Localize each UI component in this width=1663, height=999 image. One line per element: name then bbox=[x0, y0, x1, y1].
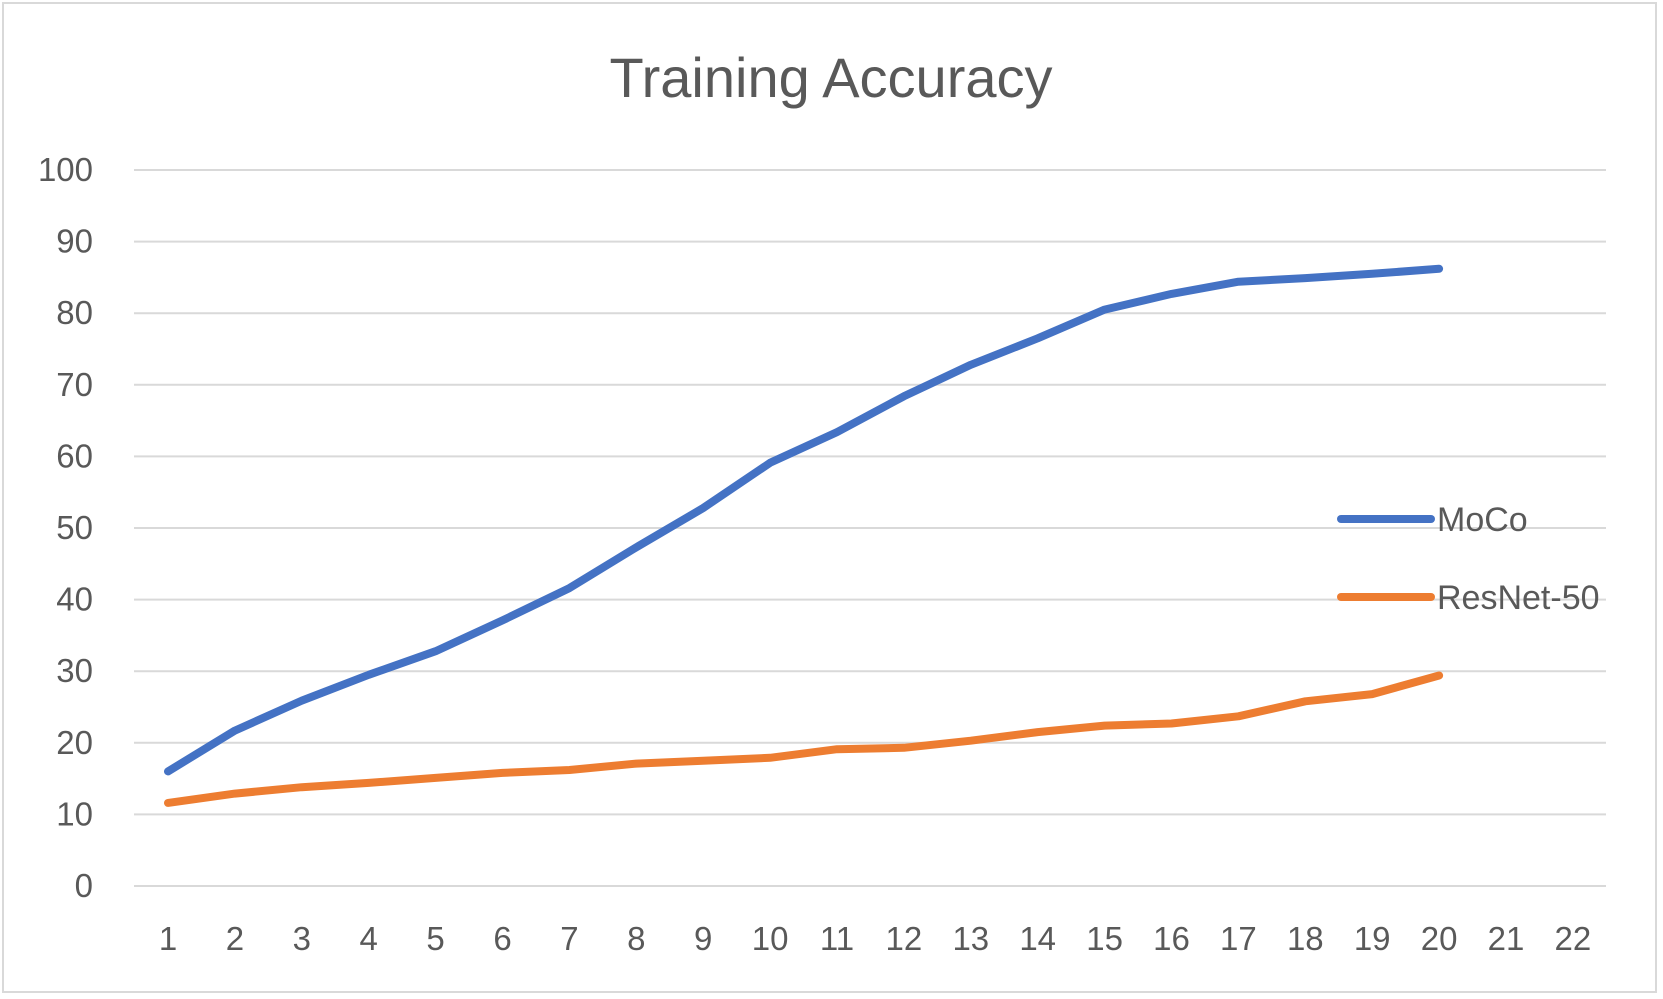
x-tick-label: 18 bbox=[1287, 920, 1324, 957]
y-tick-label: 70 bbox=[56, 366, 93, 403]
x-tick-label: 14 bbox=[1019, 920, 1056, 957]
legend-label: MoCo bbox=[1437, 501, 1528, 539]
x-axis-tick-labels: 1 2 3 4 5 6 7 8 9 10 11 12 13 14 15 16 17 18 19 20 21 22 bbox=[159, 920, 1591, 957]
x-tick-label: 10 bbox=[752, 920, 789, 957]
x-tick-label: 8 bbox=[627, 920, 645, 957]
x-tick-label: 19 bbox=[1354, 920, 1391, 957]
x-tick-label: 17 bbox=[1220, 920, 1257, 957]
chart-title: Training Accuracy bbox=[610, 46, 1053, 109]
y-tick-label: 10 bbox=[56, 795, 93, 832]
y-tick-label: 90 bbox=[56, 223, 93, 260]
y-tick-label: 30 bbox=[56, 652, 93, 689]
x-tick-label: 2 bbox=[226, 920, 244, 957]
y-tick-label: 20 bbox=[56, 724, 93, 761]
y-tick-label: 40 bbox=[56, 581, 93, 618]
y-axis-tick-labels: 0 10 20 30 40 50 60 70 80 90 100 bbox=[38, 151, 93, 904]
x-tick-label: 4 bbox=[360, 920, 378, 957]
y-tick-label: 0 bbox=[75, 867, 93, 904]
x-tick-label: 9 bbox=[694, 920, 712, 957]
x-tick-label: 16 bbox=[1153, 920, 1190, 957]
y-tick-label: 50 bbox=[56, 509, 93, 546]
x-tick-label: 1 bbox=[159, 920, 177, 957]
series-line-resnet-50 bbox=[164, 671, 1444, 807]
series-line-moco bbox=[164, 264, 1444, 776]
gridlines bbox=[134, 169, 1606, 887]
series-lines bbox=[164, 264, 1444, 807]
x-tick-label: 20 bbox=[1421, 920, 1458, 957]
x-tick-label: 13 bbox=[952, 920, 989, 957]
x-tick-label: 11 bbox=[820, 920, 854, 957]
x-tick-label: 3 bbox=[293, 920, 311, 957]
x-tick-label: 5 bbox=[426, 920, 444, 957]
x-tick-label: 22 bbox=[1555, 920, 1592, 957]
x-tick-label: 7 bbox=[560, 920, 578, 957]
legend-label: ResNet-50 bbox=[1437, 579, 1600, 617]
y-tick-label: 60 bbox=[56, 437, 93, 474]
x-tick-label: 21 bbox=[1488, 920, 1525, 957]
y-tick-label: 80 bbox=[56, 294, 93, 331]
x-tick-label: 12 bbox=[886, 920, 923, 957]
x-tick-label: 15 bbox=[1086, 920, 1123, 957]
x-tick-label: 6 bbox=[493, 920, 511, 957]
y-tick-label: 100 bbox=[38, 151, 93, 188]
legend: MoCo ResNet-50 bbox=[1337, 501, 1600, 617]
